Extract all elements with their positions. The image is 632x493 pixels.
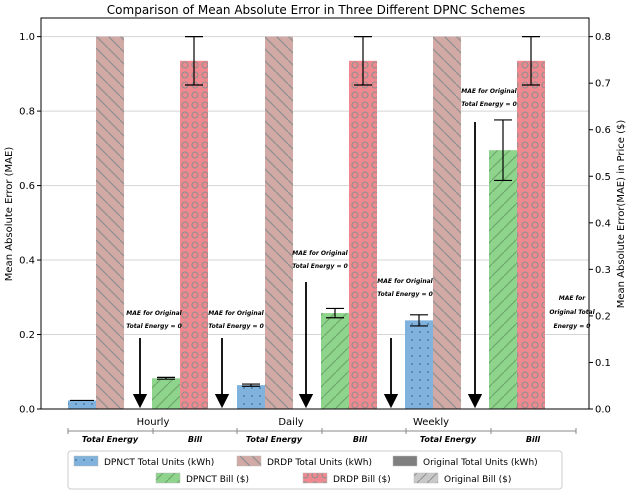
y2-tick-label: 0.8 — [595, 32, 611, 43]
dpnct-bill-bar — [489, 150, 517, 409]
legend-swatch — [73, 455, 99, 467]
drdp-bill-bar — [517, 60, 545, 409]
plot-frame — [40, 17, 590, 410]
annotation-text: Total Energy = 0 — [292, 263, 348, 270]
y2-tick-label: 0.7 — [595, 79, 611, 90]
legend-swatch — [392, 455, 418, 467]
x-group-label: Daily — [278, 417, 303, 428]
y2-tick-label: 0.1 — [595, 358, 611, 369]
y-tick-label: 0.4 — [19, 256, 35, 267]
annotation-text: MAE for Original — [126, 310, 182, 317]
bars-layer — [68, 36, 545, 409]
legend: DPNCT Total Units (kWh) DRDP Total Units … — [67, 450, 563, 490]
y-axis-title: Mean Absolute Error (MAE) — [4, 147, 15, 282]
annotation-text: Original Total — [549, 309, 595, 316]
legend-frame — [67, 450, 563, 490]
y2-tick-label: 0.3 — [595, 265, 611, 276]
drdp-units-bar — [433, 36, 461, 409]
y-tick-label: 1.0 — [19, 32, 35, 43]
dpnct-bill-bar — [321, 313, 349, 409]
y-tick-label: 0.0 — [19, 405, 35, 416]
x-sub-label: Total Energy — [246, 435, 303, 444]
right-axis: 0.0 0.1 0.2 0.3 0.4 0.5 0.6 0.7 0.8 — [589, 32, 611, 416]
y2-axis-title: Mean Absolute Error(MAE) in Price ($) — [616, 120, 627, 309]
annotation-text: Total Energy = 0 — [377, 291, 433, 298]
annotation-text: Total Energy = 0 — [461, 101, 517, 108]
annotation-text: MAE for Original — [461, 88, 517, 95]
y2-tick-label: 0.5 — [595, 172, 611, 183]
annotation-text: MAE for — [559, 295, 587, 302]
x-sub-label: Bill — [188, 435, 203, 444]
legend-swatch — [302, 472, 328, 484]
legend-label: Original Total Units (kWh) — [423, 458, 538, 468]
drdp-bill-bar — [349, 60, 377, 409]
dpnct-units-bar — [237, 385, 265, 409]
dpnct-units-bar — [405, 320, 433, 409]
legend-label: DRDP Total Units (kWh) — [267, 458, 372, 468]
annotation-layer: MAE for Original Total Energy = 0 MAE for … — [126, 88, 596, 409]
annotation-text: Total Energy = 0 — [126, 323, 182, 330]
annotation-text: Energy = 0 — [554, 323, 591, 330]
drdp-units-bar — [96, 36, 124, 409]
annotation-text: MAE for Original — [292, 250, 348, 257]
y-tick-label: 0.8 — [19, 107, 35, 118]
dpnct-bill-bar — [152, 378, 180, 409]
legend-swatch — [413, 472, 439, 484]
legend-label: DRDP Bill ($) — [333, 475, 391, 485]
left-axis: 0.0 0.2 0.4 0.6 0.8 1.0 — [19, 32, 41, 416]
x-axis: Hourly Daily Weekly Total Energy Bill Total E… — [67, 417, 577, 444]
y-tick-label: 0.2 — [19, 330, 35, 341]
annotation-text: MAE for Original — [208, 310, 264, 317]
y2-tick-label: 0.4 — [595, 218, 611, 229]
chart-title: Comparison of Mean Absolute Error in Thr… — [107, 3, 525, 17]
x-sub-label: Total Energy — [82, 435, 139, 444]
legend-label: DPNCT Bill ($) — [186, 475, 249, 485]
y2-tick-label: 0.2 — [595, 311, 611, 322]
drdp-units-bar — [265, 36, 293, 409]
legend-label: DPNCT Total Units (kWh) — [104, 458, 214, 468]
x-sub-label: Bill — [353, 435, 368, 444]
dpnct-units-bar — [68, 400, 96, 409]
legend-swatch — [155, 472, 181, 484]
y2-tick-label: 0.0 — [595, 405, 611, 416]
legend-label: Original Bill ($) — [444, 475, 511, 485]
y2-tick-label: 0.6 — [595, 125, 611, 136]
drdp-bill-bar — [180, 60, 208, 409]
x-sub-label: Bill — [526, 435, 541, 444]
x-group-label: Weekly — [413, 417, 449, 428]
annotation-text: Total Energy = 0 — [208, 323, 264, 330]
y-tick-label: 0.6 — [19, 181, 35, 192]
x-group-label: Hourly — [137, 417, 170, 428]
legend-swatch — [236, 455, 262, 467]
annotation-text: MAE for Original — [377, 278, 433, 285]
x-sub-label: Total Energy — [420, 435, 477, 444]
